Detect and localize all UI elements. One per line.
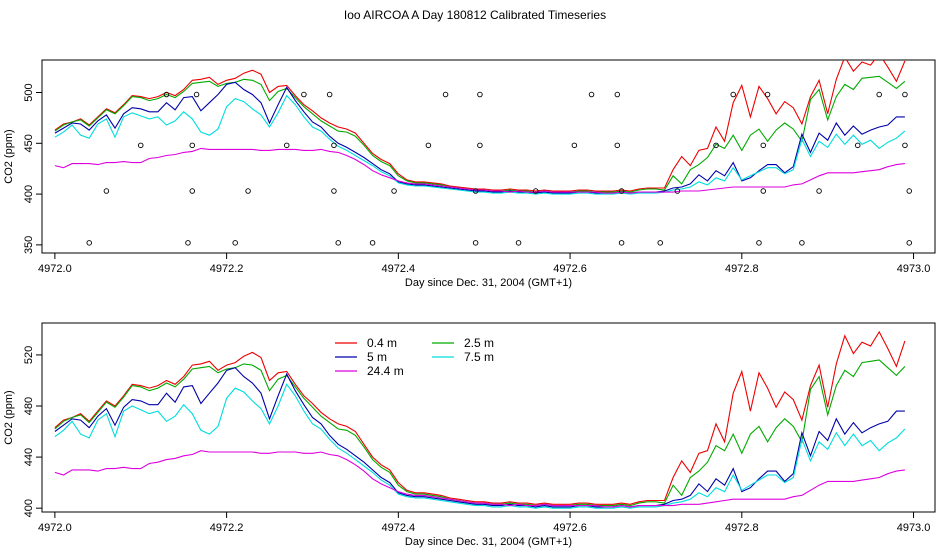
data-point bbox=[760, 142, 767, 149]
data-point bbox=[331, 142, 337, 149]
data-point bbox=[477, 91, 483, 98]
x-tick-label: 4972.4 bbox=[382, 522, 416, 534]
data-point bbox=[163, 91, 170, 98]
series-line-2-5-m bbox=[54, 359, 906, 507]
legend-label: 5 m bbox=[367, 350, 387, 364]
data-point bbox=[193, 91, 200, 98]
y-tick-label: 500 bbox=[23, 83, 35, 101]
plot-frame bbox=[41, 322, 936, 513]
x-tick-label: 4972.0 bbox=[38, 522, 72, 534]
data-point bbox=[618, 188, 625, 194]
x-axis-label: Day since Dec. 31, 2004 (GMT+1) bbox=[405, 536, 572, 548]
x-axis-label: Day since Dec. 31, 2004 (GMT+1) bbox=[405, 277, 572, 289]
data-point bbox=[730, 91, 736, 98]
legend-label: 7.5 m bbox=[464, 350, 494, 364]
x-tick-label: 4972.4 bbox=[382, 263, 416, 275]
data-point bbox=[86, 240, 92, 246]
y-tick-label: 400 bbox=[23, 185, 35, 203]
data-point bbox=[185, 240, 191, 246]
data-point bbox=[472, 240, 479, 246]
data-point bbox=[103, 188, 110, 194]
data-point bbox=[816, 188, 822, 194]
data-point bbox=[472, 188, 479, 194]
data-point bbox=[532, 188, 539, 194]
data-point bbox=[137, 142, 144, 149]
series-line-7-5-m bbox=[54, 383, 906, 509]
plot-area bbox=[54, 60, 912, 246]
x-tick-label: 4972.0 bbox=[38, 263, 72, 275]
data-point bbox=[232, 240, 238, 246]
data-point bbox=[588, 91, 595, 98]
data-point bbox=[906, 188, 912, 194]
data-point bbox=[335, 240, 341, 246]
data-point bbox=[618, 240, 625, 246]
legend-label: 24.4 m bbox=[367, 364, 404, 378]
legend-label: 2.5 m bbox=[464, 336, 494, 350]
data-point bbox=[331, 188, 337, 194]
data-point bbox=[614, 91, 621, 98]
series-line-2-5-m bbox=[54, 75, 906, 193]
data-point bbox=[391, 188, 397, 194]
series-line-24-4-m bbox=[54, 147, 905, 194]
data-point bbox=[614, 142, 621, 149]
data-point bbox=[760, 188, 767, 194]
legend-label: 0.4 m bbox=[367, 336, 397, 350]
series-line-5-m bbox=[54, 81, 905, 194]
data-point bbox=[442, 91, 449, 98]
series-line-5-m bbox=[54, 367, 905, 508]
y-tick-label: 440 bbox=[23, 448, 35, 466]
series-line-7-5-m bbox=[54, 94, 906, 195]
x-tick-label: 4972.8 bbox=[725, 522, 759, 534]
data-point bbox=[515, 240, 522, 246]
x-tick-label: 4972.2 bbox=[210, 522, 244, 534]
data-point bbox=[189, 188, 196, 194]
x-tick-label: 4972.6 bbox=[553, 263, 587, 275]
data-point bbox=[301, 91, 307, 98]
data-point bbox=[906, 240, 912, 246]
plot-area bbox=[54, 330, 906, 509]
x-tick-label: 4972.2 bbox=[210, 263, 244, 275]
data-point bbox=[902, 142, 908, 149]
x-tick-label: 4972.6 bbox=[553, 522, 587, 534]
y-tick-label: 400 bbox=[23, 499, 35, 517]
y-axis-label: CO2 (ppm) bbox=[3, 390, 15, 444]
data-point bbox=[902, 91, 908, 98]
data-point bbox=[283, 142, 290, 149]
series-line-0-4-m bbox=[54, 330, 906, 505]
y-tick-label: 480 bbox=[23, 397, 35, 415]
chart-title: Ioo AIRCOA A Day 180812 Calibrated Times… bbox=[343, 8, 607, 22]
y-axis-label: CO2 (ppm) bbox=[3, 129, 15, 183]
series-line-0-4-m bbox=[54, 60, 906, 192]
plot-frame bbox=[41, 59, 936, 254]
data-point bbox=[425, 142, 432, 149]
y-tick-label: 350 bbox=[23, 236, 35, 254]
panel-bottom: 4972.0 4972.2 4972.4 4972.6 4972.8 4973.0 400 4… bbox=[3, 322, 936, 548]
panel-top: 4972.0 4972.2 4972.4 4972.6 4972.8 4973.0 350 4… bbox=[3, 59, 936, 289]
y-tick-label: 450 bbox=[23, 134, 35, 152]
data-point bbox=[799, 240, 805, 246]
x-tick-label: 4973.0 bbox=[897, 522, 931, 534]
data-point bbox=[369, 240, 376, 246]
series-line-24-4-m bbox=[54, 450, 905, 508]
data-point bbox=[326, 91, 333, 98]
data-point bbox=[477, 142, 483, 149]
data-point bbox=[189, 142, 196, 149]
data-point bbox=[756, 240, 762, 246]
data-point bbox=[674, 188, 681, 194]
x-tick-label: 4972.8 bbox=[725, 263, 759, 275]
data-point bbox=[854, 142, 861, 149]
data-point bbox=[657, 240, 663, 246]
data-point bbox=[245, 188, 251, 194]
y-tick-label: 520 bbox=[23, 346, 35, 364]
data-point bbox=[571, 142, 578, 149]
x-tick-label: 4973.0 bbox=[897, 263, 931, 275]
data-point bbox=[876, 91, 882, 98]
data-point bbox=[764, 91, 771, 98]
data-point bbox=[713, 142, 719, 149]
